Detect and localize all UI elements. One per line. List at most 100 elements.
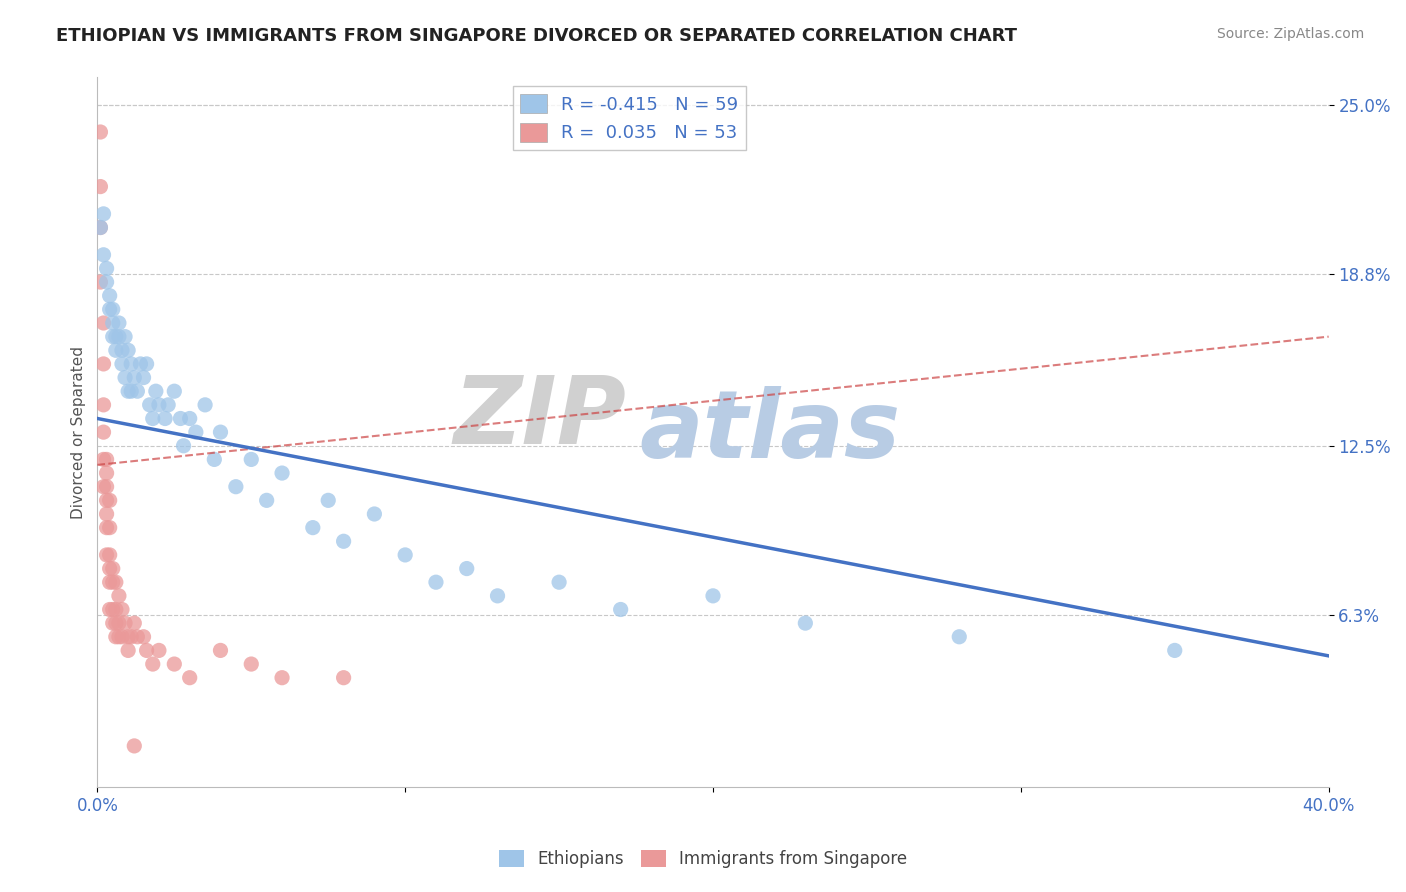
Point	[96, 275, 118, 289]
Legend: Ethiopians, Immigrants from Singapore: Ethiopians, Immigrants from Singapore	[492, 843, 914, 875]
Point	[169, 411, 191, 425]
Point	[948, 630, 970, 644]
Point	[794, 616, 817, 631]
Point	[93, 357, 115, 371]
Point	[194, 398, 217, 412]
Point	[240, 452, 263, 467]
Point	[173, 439, 195, 453]
Point	[93, 248, 115, 262]
Point	[104, 329, 127, 343]
Point	[101, 561, 124, 575]
Point	[316, 493, 339, 508]
Point	[117, 643, 139, 657]
Point	[93, 207, 115, 221]
Point	[96, 452, 118, 467]
Point	[129, 357, 152, 371]
Point	[363, 507, 385, 521]
Point	[138, 398, 160, 412]
Point	[127, 384, 149, 399]
Point	[98, 602, 121, 616]
Point	[179, 671, 201, 685]
Point	[209, 425, 232, 439]
Point	[111, 630, 134, 644]
Point	[702, 589, 724, 603]
Point	[96, 493, 118, 508]
Point	[89, 125, 111, 139]
Point	[114, 616, 136, 631]
Point	[108, 616, 131, 631]
Point	[332, 671, 354, 685]
Point	[142, 411, 165, 425]
Point	[89, 179, 111, 194]
Point	[148, 398, 170, 412]
Point	[120, 384, 142, 399]
Point	[153, 411, 176, 425]
Point	[96, 548, 118, 562]
Point	[96, 466, 118, 480]
Point	[163, 384, 186, 399]
Point	[98, 575, 121, 590]
Point	[117, 630, 139, 644]
Point	[101, 316, 124, 330]
Point	[98, 548, 121, 562]
Point	[240, 657, 263, 671]
Point	[456, 561, 478, 575]
Point	[148, 643, 170, 657]
Point	[101, 575, 124, 590]
Point	[486, 589, 509, 603]
Point	[104, 630, 127, 644]
Point	[548, 575, 571, 590]
Point	[96, 507, 118, 521]
Point	[108, 316, 131, 330]
Point	[111, 343, 134, 358]
Point	[104, 616, 127, 631]
Y-axis label: Divorced or Separated: Divorced or Separated	[72, 345, 86, 518]
Point	[124, 616, 146, 631]
Point	[98, 561, 121, 575]
Point	[108, 589, 131, 603]
Point	[135, 643, 157, 657]
Point	[117, 384, 139, 399]
Point	[101, 602, 124, 616]
Point	[271, 671, 294, 685]
Point	[93, 480, 115, 494]
Text: atlas: atlas	[640, 386, 900, 478]
Point	[93, 452, 115, 467]
Point	[271, 466, 294, 480]
Point	[108, 630, 131, 644]
Point	[98, 302, 121, 317]
Point	[101, 616, 124, 631]
Point	[163, 657, 186, 671]
Point	[124, 370, 146, 384]
Point	[96, 261, 118, 276]
Point	[111, 357, 134, 371]
Point	[104, 575, 127, 590]
Point	[132, 370, 155, 384]
Point	[108, 329, 131, 343]
Point	[142, 657, 165, 671]
Point	[184, 425, 207, 439]
Legend: R = -0.415   N = 59, R =  0.035   N = 53: R = -0.415 N = 59, R = 0.035 N = 53	[513, 87, 745, 150]
Point	[93, 398, 115, 412]
Text: ETHIOPIAN VS IMMIGRANTS FROM SINGAPORE DIVORCED OR SEPARATED CORRELATION CHART: ETHIOPIAN VS IMMIGRANTS FROM SINGAPORE D…	[56, 27, 1017, 45]
Point	[117, 343, 139, 358]
Point	[98, 493, 121, 508]
Point	[104, 343, 127, 358]
Point	[124, 739, 146, 753]
Point	[93, 316, 115, 330]
Point	[89, 275, 111, 289]
Point	[96, 521, 118, 535]
Point	[256, 493, 278, 508]
Point	[98, 521, 121, 535]
Point	[114, 370, 136, 384]
Point	[96, 480, 118, 494]
Point	[225, 480, 247, 494]
Point	[101, 329, 124, 343]
Point	[145, 384, 167, 399]
Point	[135, 357, 157, 371]
Point	[127, 630, 149, 644]
Point	[301, 521, 323, 535]
Point	[89, 220, 111, 235]
Point	[425, 575, 447, 590]
Point	[89, 220, 111, 235]
